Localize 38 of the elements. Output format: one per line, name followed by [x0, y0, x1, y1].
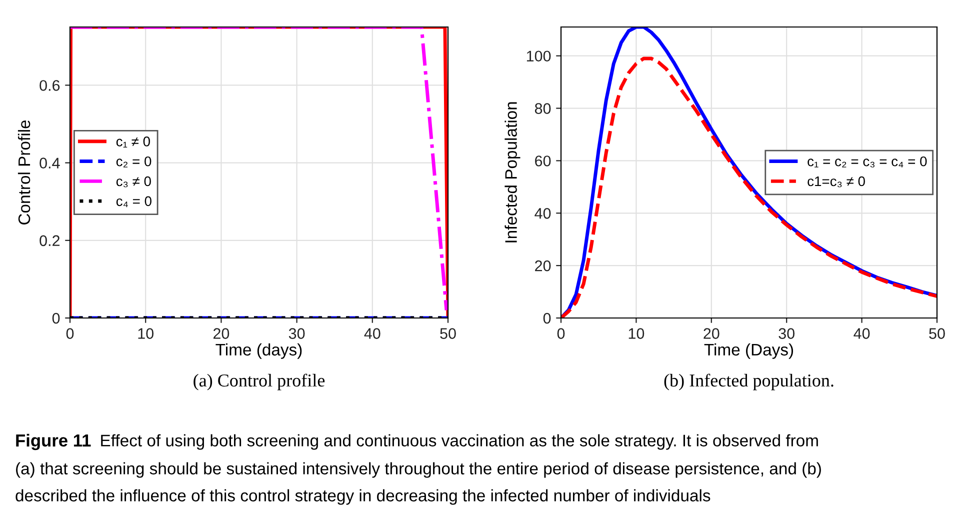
y-tick-label: 0.6 [40, 80, 60, 91]
legend-label: c₂ = 0 [116, 156, 152, 168]
text: (a) that screening should be sustained intensively throughout the entire period of disease persistence, and (b) [16, 462, 821, 478]
x-tick-label: 20 [213, 328, 230, 339]
y-tick-label: 40 [534, 208, 551, 219]
x-tick-label: 50 [929, 328, 945, 339]
x-tick-label: 40 [854, 328, 870, 339]
legend-label: c₃ ≠ 0 [116, 176, 151, 188]
x-tick-label: 0 [66, 328, 74, 339]
y-tick-label: 80 [534, 103, 551, 114]
x-tick-label: 30 [288, 328, 305, 339]
x-tick-label: 20 [704, 328, 720, 339]
text: described the influence of this control strategy in decreasing the infected number of individuals [16, 489, 710, 505]
x-axis-title: Time (Days) [704, 343, 794, 359]
legend-label: c₁ = c₂ = c₃ = c₄ = 0 [808, 156, 927, 168]
x-tick-label: 0 [557, 328, 565, 339]
y-tick-label: 0 [52, 312, 60, 324]
x-tick-label: 30 [778, 328, 794, 339]
y-tick-label: 60 [535, 156, 551, 166]
legend-label: c₄ = 0 [116, 196, 152, 208]
y-tick-label: 0 [543, 312, 551, 324]
y-tick-label: 0.2 [40, 235, 60, 246]
caption: Figure 11 [16, 434, 91, 450]
text: (b) Infected population. [664, 374, 834, 390]
legend-label: c1=c₃ ≠ 0 [808, 176, 865, 188]
legend-label: c₁ ≠ 0 [116, 136, 150, 148]
y-axis-title: Control Profile [18, 120, 30, 224]
x-tick-label: 10 [138, 328, 154, 339]
y-axis-title: Infected Population [504, 102, 520, 242]
y-tick-label: 0.4 [40, 158, 60, 168]
y-tick-label: 100 [526, 50, 551, 62]
y-tick-label: 20 [535, 260, 551, 272]
x-axis-title: Time (days) [216, 343, 302, 359]
text: (a) Control profile [194, 374, 325, 390]
x-tick-label: 50 [440, 328, 456, 339]
x-tick-label: 40 [364, 328, 380, 339]
x-tick-label: 10 [628, 328, 644, 339]
text: Effect of using both screening and continuous vaccination as the sole strategy. It is observed from [101, 434, 818, 450]
